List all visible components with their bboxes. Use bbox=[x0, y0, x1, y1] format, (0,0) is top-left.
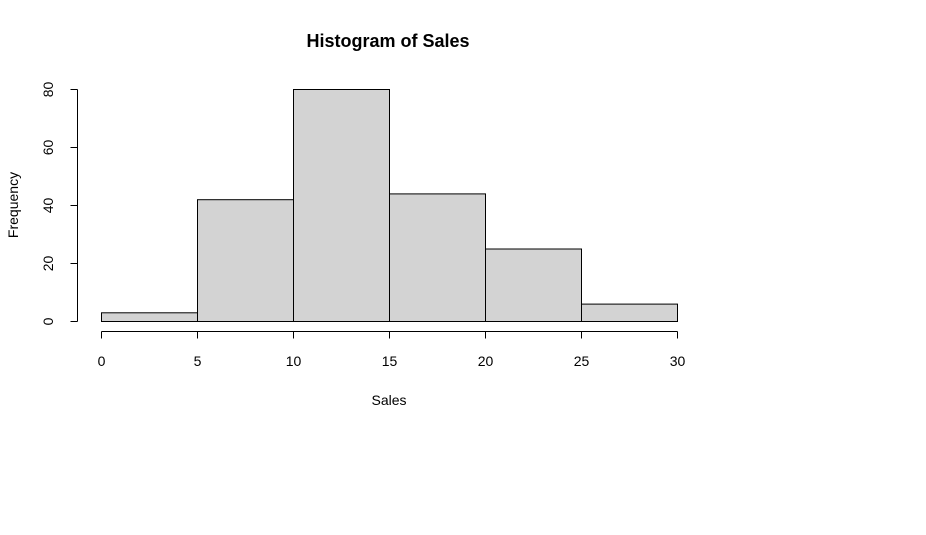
y-tick-label: 40 bbox=[40, 198, 56, 214]
y-tick-label: 60 bbox=[40, 140, 56, 156]
x-tick-label: 5 bbox=[194, 353, 202, 369]
x-tick-label: 25 bbox=[574, 353, 590, 369]
bars-group bbox=[101, 89, 678, 323]
chart-title: Histogram of Sales bbox=[306, 31, 469, 51]
histogram-bar-5-10 bbox=[197, 199, 294, 322]
y-axis-ticks: 0 20 40 60 80 bbox=[40, 82, 78, 325]
y-axis-label: Frequency bbox=[5, 172, 21, 238]
x-axis-ticks: 0 5 10 15 20 25 30 bbox=[98, 331, 686, 369]
histogram-bar-25-30 bbox=[581, 303, 678, 323]
x-tick-label: 30 bbox=[670, 353, 686, 369]
histogram-bar-20-25 bbox=[485, 248, 582, 322]
histogram-bar-10-15 bbox=[293, 89, 390, 322]
x-tick-label: 0 bbox=[98, 353, 106, 369]
y-tick-label: 80 bbox=[40, 82, 56, 98]
histogram-bar-0-5 bbox=[101, 312, 198, 322]
histogram-bar-15-20 bbox=[389, 193, 486, 322]
x-axis-label: Sales bbox=[371, 392, 406, 408]
y-tick-label: 20 bbox=[40, 256, 56, 272]
x-tick-label: 10 bbox=[286, 353, 302, 369]
y-tick-label: 0 bbox=[40, 317, 56, 325]
x-tick-label: 15 bbox=[382, 353, 398, 369]
x-tick-label: 20 bbox=[478, 353, 494, 369]
